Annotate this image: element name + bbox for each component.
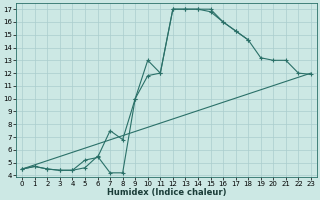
X-axis label: Humidex (Indice chaleur): Humidex (Indice chaleur): [107, 188, 226, 197]
